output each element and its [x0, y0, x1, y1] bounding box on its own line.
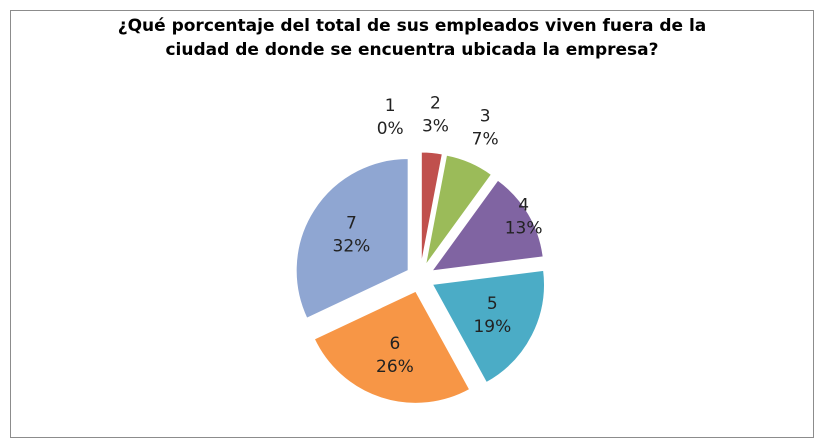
slice-value-label: 19%: [473, 317, 511, 337]
pie-slice: [313, 290, 471, 404]
pie-slice: [295, 157, 409, 319]
slice-value-label: 7%: [472, 129, 499, 149]
slice-value-label: 32%: [333, 236, 371, 256]
pie-slice: [420, 151, 443, 265]
slice-category: 7: [346, 213, 357, 233]
slice-value-label: 13%: [505, 219, 543, 239]
title-box: ¿Qué porcentaje del total de sus emplead…: [0, 14, 824, 62]
chart-frame: [10, 10, 814, 438]
pie-slice: [431, 269, 545, 384]
pie-slice: [430, 179, 544, 272]
slice-category: 4: [518, 196, 529, 216]
pie-slice: [425, 154, 493, 266]
slice-value-label: 26%: [376, 357, 414, 377]
chart-title: ¿Qué porcentaje del total de sus emplead…: [117, 16, 707, 60]
slice-category: 2: [430, 94, 441, 114]
slice-category: 1: [385, 96, 396, 116]
slice-value-label: 3%: [422, 117, 449, 137]
slice-value-label: 0%: [377, 119, 404, 139]
slice-category: 5: [487, 294, 498, 314]
slice-category: 6: [389, 334, 400, 354]
slice-category: 3: [480, 106, 491, 126]
